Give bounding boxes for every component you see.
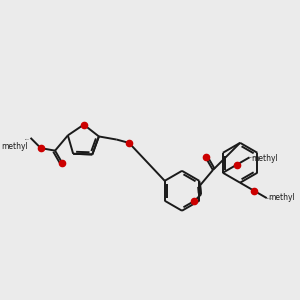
Text: methyl: methyl <box>26 139 30 140</box>
Text: methyl: methyl <box>268 193 296 202</box>
Text: methoxy: methoxy <box>267 197 274 199</box>
Text: methyl: methyl <box>1 142 28 151</box>
Text: methyl: methyl <box>251 154 278 163</box>
Text: methoxy: methoxy <box>250 157 256 158</box>
